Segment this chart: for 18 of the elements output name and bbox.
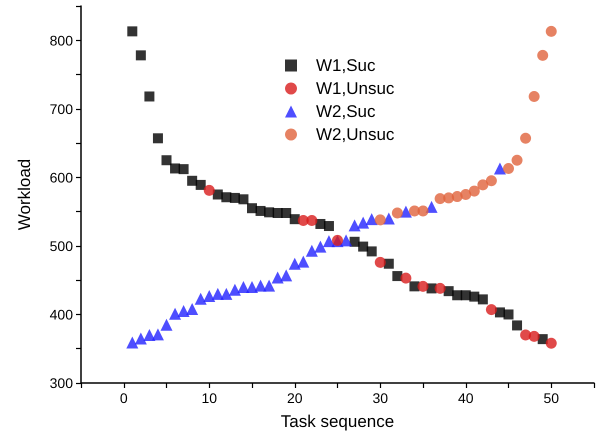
y-tick-label: 300 (50, 375, 74, 391)
legend-label: W2,Suc (316, 102, 376, 121)
legend-label: W1,Unsuc (316, 79, 395, 98)
y-tick-label: 500 (50, 238, 74, 254)
x-tick-label: 30 (372, 390, 388, 406)
y-axis-title: Workload (15, 158, 34, 230)
x-tick-label: 0 (120, 390, 128, 406)
y-tick-label: 700 (50, 100, 74, 117)
x-tick-label: 10 (201, 390, 218, 406)
x-tick-label: 20 (286, 390, 303, 406)
x-tick-label: 40 (458, 390, 474, 406)
x-tick-label: 50 (543, 390, 560, 406)
legend-label: W1,Suc (316, 56, 376, 75)
x-axis-title: Task sequence (280, 412, 394, 431)
y-tick-label: 800 (50, 32, 74, 48)
y-tick-label: 600 (50, 169, 74, 186)
y-tick-label: 400 (50, 306, 74, 322)
legend-label: W2,Unsuc (316, 125, 395, 144)
